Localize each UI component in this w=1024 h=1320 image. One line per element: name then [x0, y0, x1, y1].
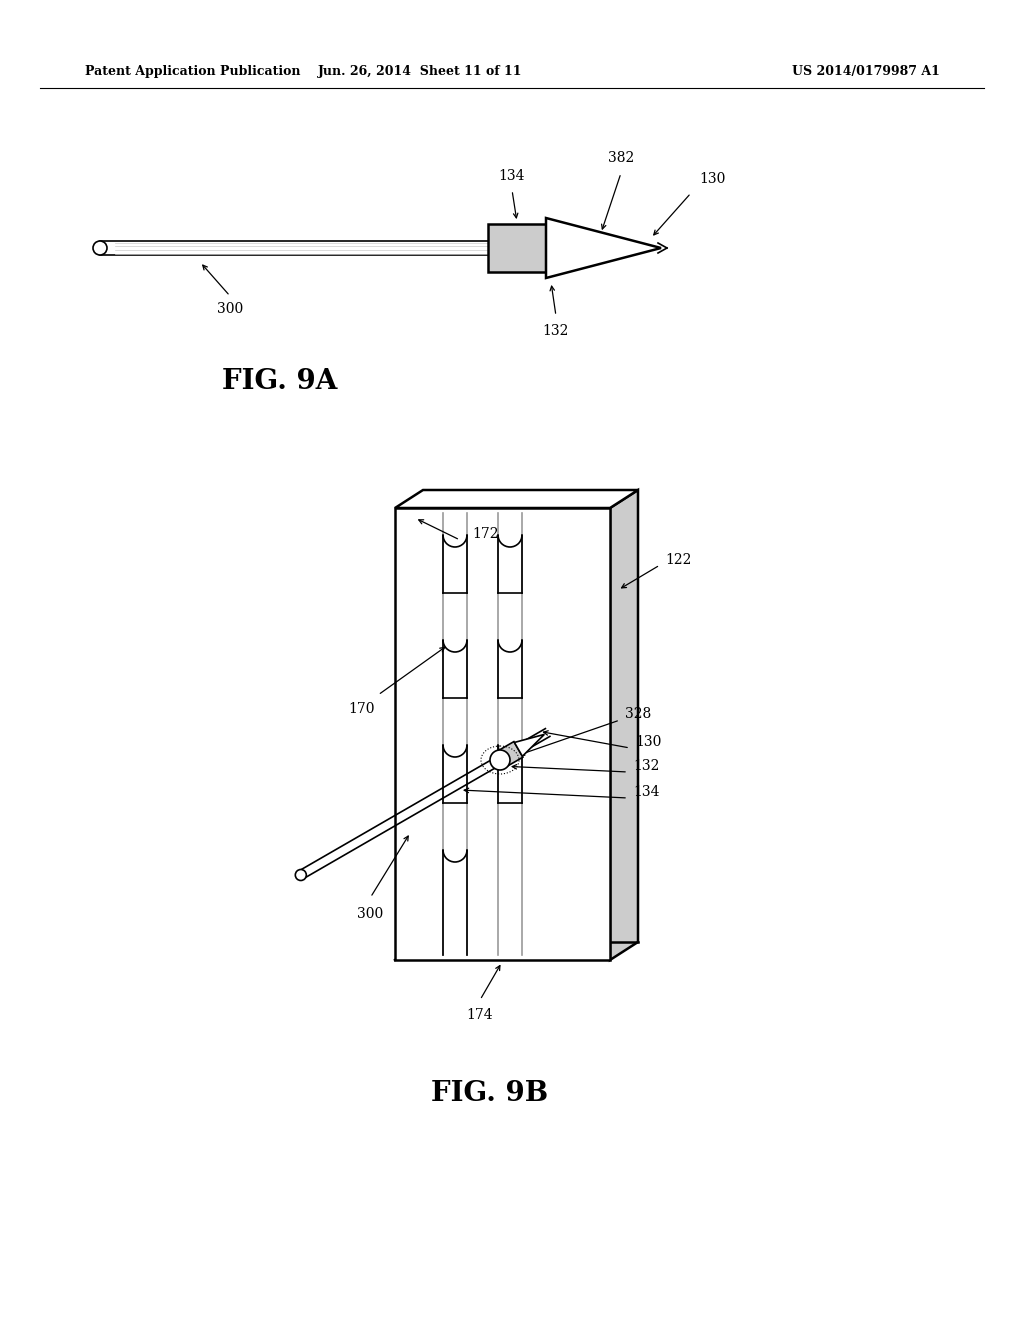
Text: 328: 328: [625, 708, 651, 721]
Text: 134: 134: [633, 785, 659, 799]
Text: FIG. 9A: FIG. 9A: [222, 368, 338, 395]
Bar: [488, 224, 546, 272]
Text: 122: 122: [665, 553, 691, 568]
Polygon shape: [610, 490, 638, 960]
Text: 130: 130: [635, 735, 662, 748]
Text: 300: 300: [217, 302, 243, 315]
Circle shape: [490, 750, 510, 770]
Text: Jun. 26, 2014  Sheet 11 of 11: Jun. 26, 2014 Sheet 11 of 11: [317, 66, 522, 78]
Polygon shape: [514, 734, 545, 756]
Text: 130: 130: [699, 172, 725, 186]
Polygon shape: [546, 218, 662, 279]
Polygon shape: [494, 742, 523, 770]
Text: 172: 172: [472, 527, 499, 541]
Circle shape: [295, 870, 306, 880]
Bar: [395, 508, 610, 960]
Text: 132: 132: [543, 323, 569, 338]
Circle shape: [93, 242, 106, 255]
Text: 174: 174: [467, 1008, 494, 1022]
Text: Patent Application Publication: Patent Application Publication: [85, 66, 300, 78]
Text: US 2014/0179987 A1: US 2014/0179987 A1: [793, 66, 940, 78]
Text: 134: 134: [499, 169, 525, 183]
Polygon shape: [395, 490, 638, 508]
Text: 170: 170: [349, 702, 375, 715]
Text: 300: 300: [357, 908, 384, 921]
Text: 132: 132: [633, 759, 659, 774]
Text: FIG. 9B: FIG. 9B: [431, 1080, 549, 1107]
Text: 382: 382: [608, 150, 634, 165]
